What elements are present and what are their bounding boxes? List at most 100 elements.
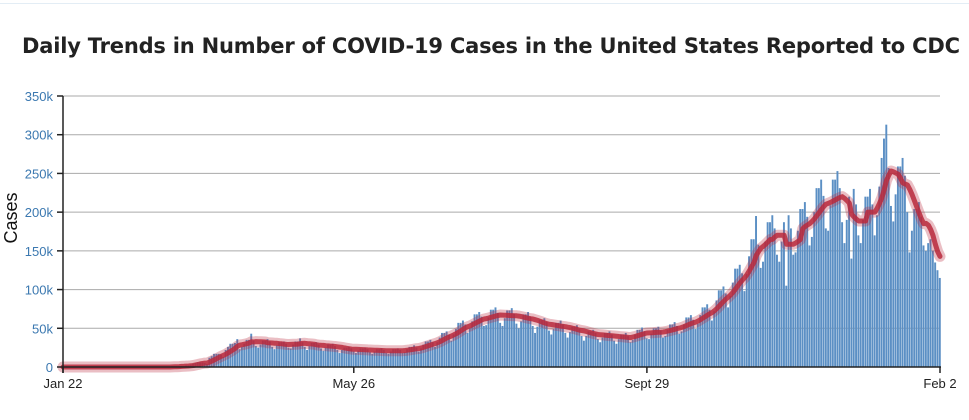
daily-bar — [615, 343, 618, 367]
daily-bar — [336, 349, 339, 367]
daily-bar — [424, 341, 427, 367]
daily-bar — [848, 196, 851, 367]
daily-bar — [738, 264, 741, 367]
daily-bar — [233, 342, 236, 367]
gridlines — [63, 95, 940, 329]
daily-bar — [331, 343, 334, 367]
daily-bar — [520, 321, 523, 367]
daily-bar — [845, 219, 848, 367]
daily-bar — [324, 347, 327, 367]
daily-bar — [534, 332, 536, 367]
daily-bar — [780, 241, 783, 367]
daily-bar — [608, 331, 611, 367]
daily-bar — [387, 353, 390, 367]
daily-bar — [345, 347, 348, 367]
daily-bar — [850, 258, 853, 367]
daily-bar — [238, 349, 241, 367]
daily-bar — [452, 334, 455, 367]
daily-bar — [427, 341, 429, 367]
daily-bar — [240, 346, 243, 367]
daily-bar — [445, 331, 448, 367]
daily-bar — [506, 310, 509, 367]
daily-bar — [864, 196, 867, 367]
daily-bar — [503, 318, 506, 367]
daily-bar — [280, 342, 283, 367]
top-border — [0, 0, 969, 4]
daily-bar — [222, 356, 225, 367]
daily-bar — [682, 324, 685, 367]
y-tick-label: 150k — [25, 244, 54, 259]
daily-bar — [340, 349, 343, 367]
daily-bar — [394, 349, 397, 367]
daily-bar — [317, 344, 320, 367]
daily-bar — [343, 347, 346, 367]
daily-bar — [364, 347, 367, 367]
daily-bar — [473, 314, 476, 367]
daily-bar — [322, 350, 325, 367]
daily-bar — [724, 293, 727, 367]
daily-bar — [275, 345, 278, 367]
daily-bar — [247, 339, 250, 367]
daily-bar — [575, 325, 578, 367]
y-axis-label: Cases — [1, 192, 21, 243]
daily-bar — [817, 188, 820, 367]
daily-bar — [464, 324, 467, 367]
daily-bar — [915, 209, 918, 367]
daily-bar — [822, 195, 825, 367]
daily-bar — [685, 317, 688, 367]
daily-bar — [450, 340, 453, 367]
daily-bar — [855, 204, 858, 367]
daily-bar — [496, 312, 499, 367]
daily-bar — [250, 333, 253, 367]
y-tick-label: 300k — [25, 128, 54, 143]
daily-bar — [403, 352, 406, 367]
daily-bar — [775, 254, 778, 367]
daily-bar — [541, 319, 543, 367]
daily-bar — [834, 179, 837, 367]
daily-bar — [706, 304, 709, 367]
daily-bar — [461, 320, 464, 367]
daily-bar — [217, 353, 220, 367]
daily-bar — [408, 346, 411, 367]
daily-bar — [478, 312, 481, 367]
daily-bar — [466, 332, 469, 367]
daily-bar — [876, 215, 878, 367]
daily-bar — [722, 286, 725, 367]
daily-bar — [548, 330, 550, 367]
daily-bar — [350, 348, 353, 367]
daily-bar — [482, 325, 485, 367]
daily-bar — [908, 252, 911, 367]
daily-bar — [368, 352, 371, 367]
daily-bar — [399, 349, 402, 367]
daily-bar — [385, 353, 388, 367]
daily-bar — [380, 348, 383, 367]
daily-bar — [599, 342, 602, 367]
daily-bar — [789, 228, 792, 367]
daily-bar — [441, 332, 443, 367]
daily-bar — [866, 196, 869, 367]
daily-bar — [606, 332, 609, 367]
daily-bar — [680, 331, 683, 367]
daily-bar — [645, 338, 648, 367]
daily-bar — [264, 340, 267, 367]
daily-bar — [529, 316, 532, 367]
daily-bar — [224, 349, 227, 367]
daily-bar — [378, 349, 381, 367]
daily-bar — [715, 300, 718, 367]
daily-bar — [806, 216, 809, 367]
daily-bar — [334, 346, 336, 367]
daily-bar — [596, 339, 599, 367]
daily-bar — [522, 314, 525, 367]
y-tick-label: 100k — [25, 283, 54, 298]
daily-bar — [545, 322, 548, 367]
daily-bar — [306, 349, 309, 367]
daily-bar — [366, 349, 369, 367]
daily-bar — [513, 313, 516, 367]
daily-bar — [287, 347, 290, 367]
daily-bar — [673, 322, 676, 367]
daily-bar — [636, 329, 639, 367]
daily-bar — [741, 273, 744, 367]
daily-bar — [292, 344, 295, 367]
daily-bar — [329, 344, 332, 367]
chart-title: Daily Trends in Number of COVID-19 Cases… — [22, 34, 960, 58]
